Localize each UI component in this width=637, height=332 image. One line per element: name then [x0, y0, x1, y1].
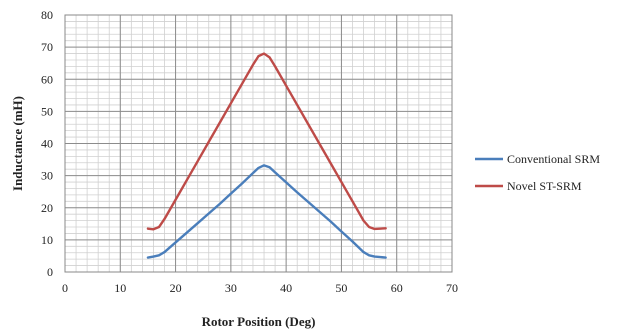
legend-label-0: Conventional SRM [507, 152, 600, 166]
legend-label-1: Novel ST-SRM [507, 179, 582, 193]
x-tick-label: 70 [446, 281, 458, 295]
x-tick-label: 20 [170, 281, 182, 295]
y-tick-label: 80 [41, 8, 53, 22]
y-tick-label: 60 [41, 72, 53, 86]
x-tick-label: 30 [225, 281, 237, 295]
y-tick-label: 0 [47, 265, 53, 279]
y-tick-label: 40 [41, 137, 53, 151]
x-tick-label: 40 [280, 281, 292, 295]
series-line-1 [146, 52, 387, 231]
y-axis-tick-labels: 0 10 20 30 40 50 60 70 80 [41, 8, 53, 279]
plot-area-border [64, 14, 453, 273]
x-axis-tick-labels: 0 10 20 30 40 50 60 70 [62, 281, 458, 295]
y-tick-label: 50 [41, 104, 53, 118]
x-tick-label: 60 [391, 281, 403, 295]
x-tick-label: 50 [335, 281, 347, 295]
y-tick-label: 30 [41, 169, 53, 183]
x-tick-label: 0 [62, 281, 68, 295]
series-line-0 [146, 164, 387, 259]
x-tick-label: 10 [114, 281, 126, 295]
y-tick-label: 20 [41, 201, 53, 215]
series-lines [146, 52, 387, 259]
legend: Conventional SRM Novel ST-SRM [475, 152, 600, 193]
x-axis-title: Rotor Position (Deg) [202, 314, 316, 329]
y-tick-label: 70 [41, 40, 53, 54]
y-tick-label: 10 [41, 233, 53, 247]
y-axis-title: Inductance (mH) [10, 96, 25, 191]
